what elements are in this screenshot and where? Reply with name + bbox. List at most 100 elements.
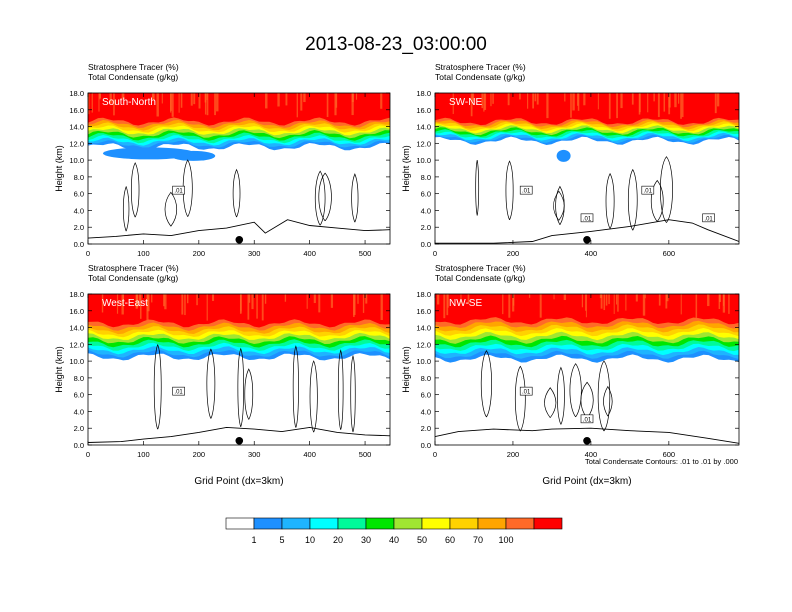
y-tick-label: 16.0: [69, 307, 84, 316]
colorbar-label: 50: [417, 535, 427, 545]
contour-label: .01: [583, 417, 592, 423]
y-tick-label: 10.0: [69, 156, 84, 165]
condensate-contour: [603, 385, 613, 417]
colorbar-swatch: [253, 517, 283, 530]
colorbar: 1 5 10 20 30 40 50 60 70 100: [225, 517, 563, 545]
y-tick-label: 14.0: [416, 123, 431, 132]
colorbar-swatch: [477, 517, 507, 530]
y-tick-label: 4.0: [421, 206, 431, 215]
colorbar-label: 1: [251, 535, 256, 545]
condensate-contour: [130, 162, 140, 218]
condensate-contour: [557, 366, 565, 425]
condensate-contour: [544, 387, 557, 418]
tracer-band-11: [435, 294, 739, 325]
y-tick-label: 16.0: [69, 106, 84, 115]
contour-label: .01: [174, 390, 183, 396]
contour-footnote: Total Condensate Contours: .01 to .01 by…: [585, 457, 738, 466]
condensate-contour: [314, 170, 326, 226]
y-tick-label: 2.0: [74, 223, 84, 232]
panel-header-condensate: Total Condensate (g/kg): [88, 273, 178, 283]
terrain-line: [88, 219, 390, 239]
condensate-contour: [318, 172, 332, 222]
tracer-band-11: [88, 93, 390, 126]
tracer-band-11: [435, 93, 739, 126]
y-tick-label: 14.0: [69, 123, 84, 132]
colorbar-label: 20: [333, 535, 343, 545]
x-tick-label: 0: [433, 450, 437, 459]
panel-header-condensate: Total Condensate (g/kg): [88, 72, 178, 82]
x-tick-label: 200: [507, 450, 520, 459]
plot-area: .01: [88, 294, 390, 445]
condensate-contour: [627, 168, 638, 231]
y-tick-label: 2.0: [74, 424, 84, 433]
x-tick-label: 200: [507, 249, 520, 258]
x-axis-label: Grid Point (dx=3km): [542, 476, 631, 487]
y-tick-label: 8.0: [74, 173, 84, 182]
plot-area: .01 .01 .01 .01: [435, 93, 739, 244]
y-axis-label: Height (km): [54, 346, 64, 393]
x-tick-label: 400: [303, 249, 316, 258]
tracer-blob: [556, 149, 571, 162]
x-tick-label: 0: [86, 249, 90, 258]
y-tick-label: 10.0: [416, 357, 431, 366]
condensate-contour: [292, 345, 299, 428]
colorbar-swatch: [505, 517, 535, 530]
contour-label: .01: [644, 189, 653, 195]
y-tick-label: 12.0: [69, 340, 84, 349]
colorbar-swatch: [449, 517, 479, 530]
panel-group: Stratosphere Tracer (%) Total Condensate …: [54, 62, 740, 487]
plot-area: .01: [88, 93, 390, 244]
y-tick-label: 0.0: [74, 441, 84, 450]
condensate-contour: [569, 363, 582, 418]
condensate-contour: [153, 343, 162, 430]
condensate-contour: [597, 360, 611, 432]
colorbar-swatch: [337, 517, 367, 530]
contour-label: .01: [522, 189, 531, 195]
contour-label-box: [172, 386, 185, 396]
condensate-contour: [244, 368, 254, 420]
x-tick-label: 500: [359, 249, 372, 258]
condensate-contour: [475, 159, 480, 216]
contour-label-box: [172, 185, 185, 195]
condensate-contour: [206, 348, 216, 419]
colorbar-label: 10: [305, 535, 315, 545]
terrain-line: [88, 426, 390, 443]
y-tick-label: 6.0: [74, 391, 84, 400]
colorbar-swatch: [309, 517, 339, 530]
y-tick-label: 16.0: [416, 307, 431, 316]
condensate-contour: [514, 365, 526, 432]
condensate-contour: [237, 347, 244, 427]
colorbar-swatch: [225, 517, 255, 530]
contour-label-box: [702, 213, 715, 223]
y-tick-label: 4.0: [421, 407, 431, 416]
condensate-contour: [555, 185, 565, 225]
location-marker: [583, 437, 591, 445]
x-tick-label: 0: [433, 249, 437, 258]
y-tick-label: 18.0: [416, 89, 431, 98]
x-tick-label: 400: [303, 450, 316, 459]
y-tick-label: 4.0: [74, 407, 84, 416]
colorbar-label: 60: [445, 535, 455, 545]
y-axis-label: Height (km): [401, 145, 411, 192]
contour-label: .01: [174, 189, 183, 195]
panel-label: SW-NE: [449, 97, 482, 108]
x-axis-label: Grid Point (dx=3km): [194, 476, 283, 487]
panel-south-north: Stratosphere Tracer (%)Total Condensate …: [54, 62, 391, 258]
y-axis-label: Height (km): [401, 346, 411, 393]
panel-header-variable: Stratosphere Tracer (%): [435, 263, 526, 273]
y-tick-label: 12.0: [416, 139, 431, 148]
x-tick-label: 400: [585, 249, 598, 258]
plot-frame: [434, 92, 740, 245]
location-marker: [583, 236, 591, 244]
contour-label-box: [641, 185, 655, 195]
y-tick-label: 6.0: [74, 190, 84, 199]
y-tick-label: 12.0: [416, 340, 431, 349]
colorbar-label: 30: [361, 535, 371, 545]
x-tick-label: 300: [248, 249, 261, 258]
condensate-contour: [182, 159, 193, 217]
y-tick-label: 6.0: [421, 391, 431, 400]
contour-label: .01: [583, 216, 592, 222]
colorbar-swatch: [393, 517, 423, 530]
y-tick-label: 14.0: [416, 324, 431, 333]
plot-frame: [87, 293, 391, 446]
